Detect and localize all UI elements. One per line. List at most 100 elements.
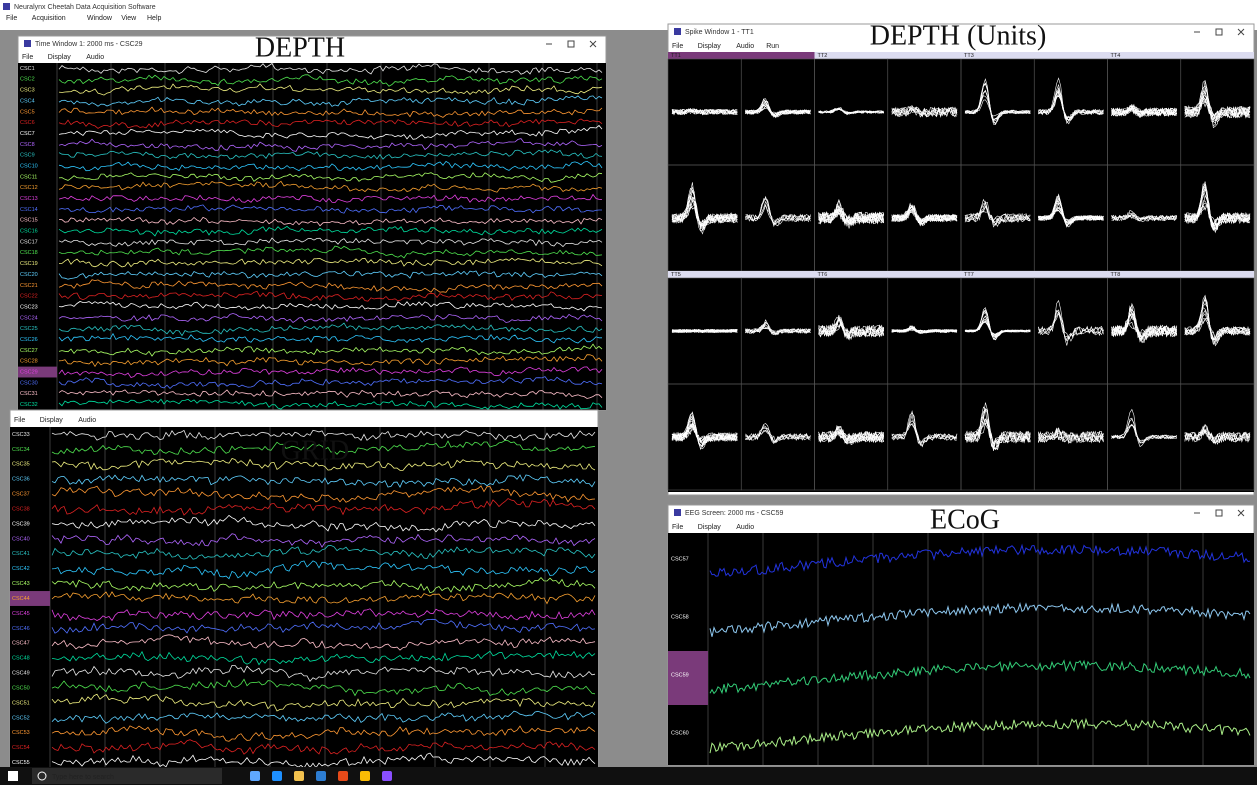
channel-label[interactable]: CSC39 bbox=[12, 521, 30, 527]
channel-label[interactable]: CSC60 bbox=[671, 731, 689, 737]
menu-item[interactable]: File bbox=[6, 15, 17, 22]
tetrode-label[interactable]: TT3 bbox=[964, 53, 974, 59]
close[interactable] bbox=[589, 40, 597, 48]
channel-label[interactable]: CSC44 bbox=[12, 596, 30, 602]
channel-label[interactable]: CSC28 bbox=[20, 359, 38, 365]
taskbar-app[interactable] bbox=[338, 771, 348, 781]
channel-label[interactable]: CSC38 bbox=[12, 506, 30, 512]
channel-label[interactable]: CSC58 bbox=[671, 615, 689, 621]
menu-item[interactable]: Display bbox=[698, 524, 721, 531]
menu-item[interactable]: Run bbox=[766, 43, 779, 50]
menu-item[interactable]: File bbox=[672, 43, 683, 50]
channel-label[interactable]: CSC41 bbox=[12, 551, 30, 557]
menu-item[interactable]: Window bbox=[87, 15, 113, 22]
channel-label[interactable]: CSC12 bbox=[20, 185, 38, 191]
tetrode-label[interactable]: TT8 bbox=[1111, 272, 1121, 278]
channel-label[interactable]: CSC2 bbox=[20, 77, 35, 83]
taskbar-app[interactable] bbox=[250, 771, 260, 781]
channel-label[interactable]: CSC30 bbox=[20, 380, 38, 386]
channel-label[interactable]: CSC51 bbox=[12, 700, 30, 706]
channel-label[interactable]: CSC14 bbox=[20, 207, 38, 213]
channel-label[interactable]: CSC37 bbox=[12, 492, 30, 498]
channel-label[interactable]: CSC5 bbox=[20, 109, 35, 115]
close[interactable] bbox=[1237, 28, 1245, 36]
taskbar-app[interactable] bbox=[294, 771, 304, 781]
tetrode-label[interactable]: TT5 bbox=[671, 272, 681, 278]
channel-label[interactable]: CSC52 bbox=[12, 715, 30, 721]
menu-item[interactable]: File bbox=[672, 524, 683, 531]
menu-item[interactable]: File bbox=[14, 417, 25, 424]
tetrode-label[interactable]: TT4 bbox=[1111, 53, 1121, 59]
channel-label[interactable]: CSC23 bbox=[20, 304, 38, 310]
taskbar-app[interactable] bbox=[360, 771, 370, 781]
channel-label[interactable]: CSC21 bbox=[20, 283, 38, 289]
channel-label[interactable]: CSC18 bbox=[20, 250, 38, 256]
channel-label[interactable]: CSC22 bbox=[20, 294, 38, 300]
channel-label[interactable]: CSC25 bbox=[20, 326, 38, 332]
channel-label[interactable]: CSC33 bbox=[12, 432, 30, 438]
channel-label[interactable]: CSC27 bbox=[20, 348, 38, 354]
menu-item[interactable]: Acquisition bbox=[32, 15, 66, 22]
search-box[interactable] bbox=[32, 768, 222, 784]
channel-label[interactable]: CSC55 bbox=[12, 760, 30, 766]
tetrode-label[interactable]: TT7 bbox=[964, 272, 974, 278]
channel-label[interactable]: CSC6 bbox=[20, 120, 35, 126]
channel-label[interactable]: CSC4 bbox=[20, 98, 35, 104]
tetrode-label[interactable]: TT1 bbox=[671, 53, 681, 59]
maximize[interactable] bbox=[567, 40, 575, 48]
channel-label[interactable]: CSC7 bbox=[20, 131, 35, 137]
channel-label[interactable]: CSC43 bbox=[12, 581, 30, 587]
menu-item[interactable]: Audio bbox=[78, 417, 96, 424]
channel-label[interactable]: CSC20 bbox=[20, 272, 38, 278]
channel-label[interactable]: CSC16 bbox=[20, 229, 38, 235]
maximize[interactable] bbox=[1215, 28, 1223, 36]
channel-label[interactable]: CSC19 bbox=[20, 261, 38, 267]
maximize[interactable] bbox=[1215, 509, 1223, 517]
channel-label[interactable]: CSC10 bbox=[20, 163, 38, 169]
channel-label[interactable]: CSC11 bbox=[20, 174, 37, 180]
channel-label[interactable]: CSC15 bbox=[20, 218, 38, 224]
channel-label[interactable]: CSC13 bbox=[20, 196, 38, 202]
channel-label[interactable]: CSC17 bbox=[20, 239, 38, 245]
channel-label[interactable]: CSC53 bbox=[12, 730, 30, 736]
menu-item[interactable]: Audio bbox=[736, 43, 754, 50]
channel-label[interactable]: CSC35 bbox=[12, 462, 30, 468]
channel-label[interactable]: CSC9 bbox=[20, 153, 35, 159]
tetrode-label[interactable]: TT2 bbox=[818, 53, 828, 59]
channel-label[interactable]: CSC50 bbox=[12, 685, 30, 691]
channel-label[interactable]: CSC49 bbox=[12, 671, 30, 677]
menu-item[interactable]: File bbox=[22, 54, 33, 61]
channel-label[interactable]: CSC26 bbox=[20, 337, 38, 343]
channel-label[interactable]: CSC54 bbox=[12, 745, 30, 751]
taskbar-app[interactable] bbox=[316, 771, 326, 781]
channel-label[interactable]: CSC47 bbox=[12, 641, 30, 647]
channel-label[interactable]: CSC40 bbox=[12, 536, 30, 542]
menu-item[interactable]: Help bbox=[147, 15, 162, 22]
channel-label[interactable]: CSC59 bbox=[671, 673, 689, 679]
channel-label[interactable]: CSC8 bbox=[20, 142, 35, 148]
channel-label[interactable]: CSC1 bbox=[20, 66, 35, 72]
menu-item[interactable]: Display bbox=[40, 417, 63, 424]
channel-label[interactable]: CSC32 bbox=[20, 402, 38, 408]
menu-item[interactable]: Display bbox=[48, 54, 71, 61]
tetrode-label[interactable]: TT6 bbox=[818, 272, 828, 278]
taskbar-app[interactable] bbox=[272, 771, 282, 781]
menu-item[interactable]: Audio bbox=[736, 524, 754, 531]
channel-label[interactable]: CSC36 bbox=[12, 477, 30, 483]
menu-item[interactable]: Display bbox=[698, 43, 721, 50]
channel-label[interactable]: CSC34 bbox=[12, 447, 30, 453]
channel-label[interactable]: CSC57 bbox=[671, 557, 689, 563]
start-button[interactable] bbox=[8, 771, 18, 781]
channel-label[interactable]: CSC46 bbox=[12, 626, 30, 632]
menu-item[interactable]: View bbox=[121, 15, 137, 22]
taskbar-app[interactable] bbox=[382, 771, 392, 781]
close[interactable] bbox=[1237, 509, 1245, 517]
channel-label[interactable]: CSC24 bbox=[20, 315, 38, 321]
channel-label[interactable]: CSC29 bbox=[20, 370, 38, 376]
channel-label[interactable]: CSC42 bbox=[12, 566, 30, 572]
menu-item[interactable]: Audio bbox=[86, 54, 104, 61]
channel-label[interactable]: CSC45 bbox=[12, 611, 30, 617]
channel-label[interactable]: CSC48 bbox=[12, 656, 30, 662]
channel-label[interactable]: CSC3 bbox=[20, 88, 35, 94]
channel-label[interactable]: CSC31 bbox=[20, 391, 38, 397]
